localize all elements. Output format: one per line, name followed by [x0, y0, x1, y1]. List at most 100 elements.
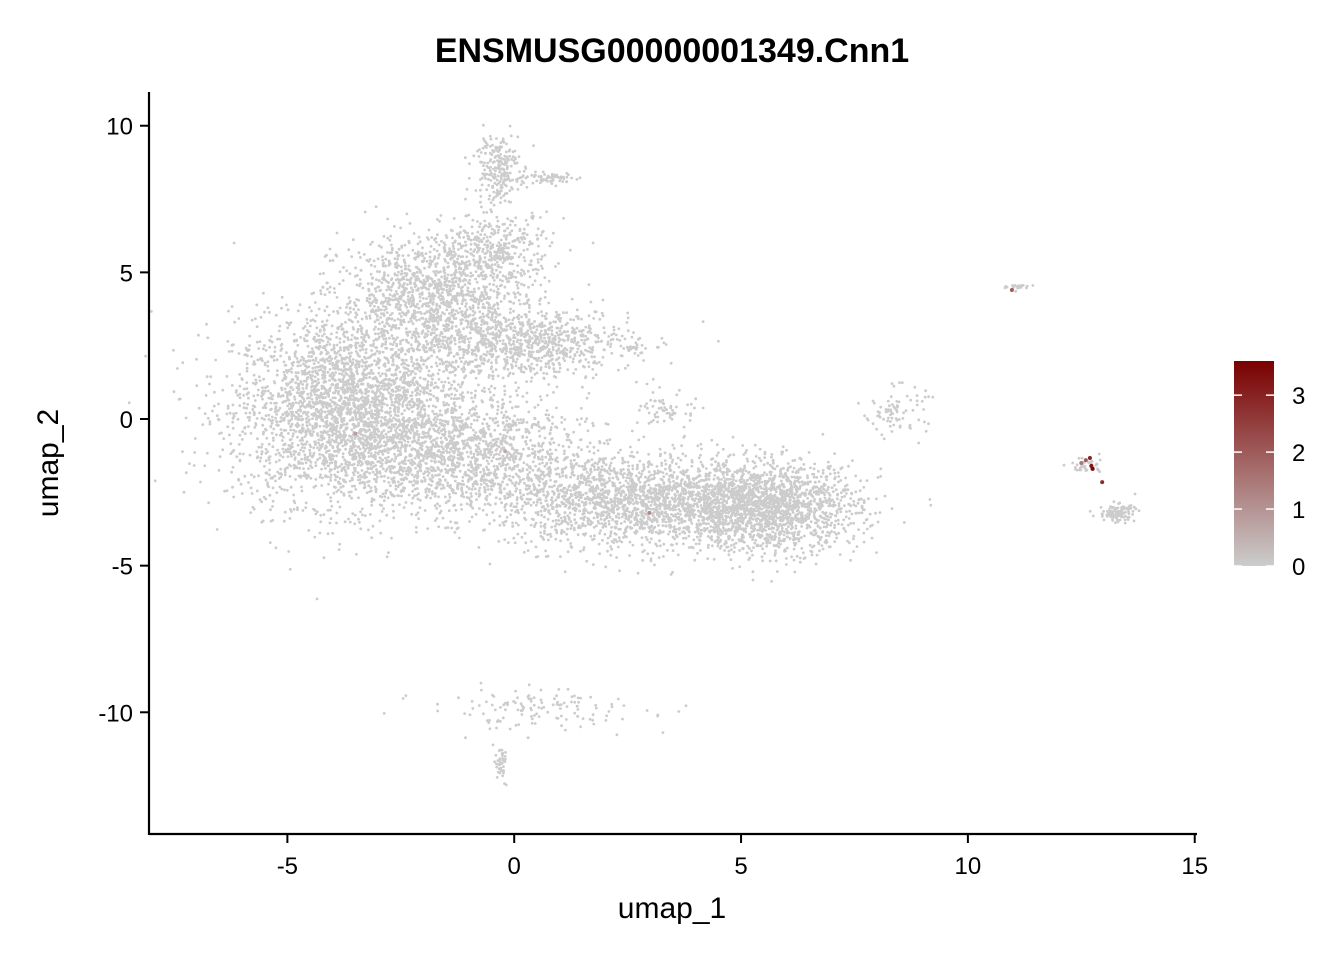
cell-point: [398, 312, 401, 316]
cell-point: [329, 411, 333, 414]
cell-point: [342, 266, 345, 269]
cell-point: [450, 310, 454, 314]
cell-point: [331, 531, 335, 535]
cell-point: [470, 391, 473, 395]
cell-point: [512, 269, 516, 273]
cell-point: [354, 315, 357, 319]
cell-point: [447, 301, 451, 304]
cell-point: [369, 489, 373, 493]
cell-point: [491, 377, 495, 381]
cell-point: [400, 412, 404, 416]
cell-point: [491, 325, 494, 329]
cell-point: [314, 484, 318, 488]
cell-point: [488, 303, 491, 307]
cell-point: [380, 416, 384, 419]
cell-point: [323, 293, 327, 296]
cell-point: [481, 312, 485, 316]
cell-point: [314, 345, 318, 349]
cell-point: [392, 403, 396, 407]
cell-point: [425, 399, 429, 402]
cell-point: [329, 373, 333, 376]
cell-point: [281, 455, 285, 459]
cell-point: [383, 377, 387, 381]
cell-point: [243, 432, 247, 436]
cell-point: [357, 360, 361, 364]
cell-point: [357, 478, 360, 482]
cell-point: [475, 280, 479, 284]
cell-point: [460, 274, 463, 277]
cell-point: [365, 299, 369, 302]
cell-point: [352, 373, 355, 377]
cell-point: [411, 364, 415, 368]
cell-point: [296, 360, 300, 364]
cell-point: [403, 409, 406, 412]
cell-point: [382, 261, 385, 265]
cell-point: [305, 424, 309, 427]
cell-point: [506, 217, 510, 221]
cell-point: [296, 418, 300, 422]
cell-point: [434, 381, 437, 385]
cell-point: [342, 349, 346, 352]
cell-point: [297, 451, 301, 455]
cell-point: [464, 240, 467, 244]
cell-point: [380, 281, 384, 284]
cell-point: [309, 460, 313, 464]
cell-point: [386, 251, 389, 254]
cell-point: [335, 336, 338, 339]
cell-point: [279, 349, 283, 352]
cell-point: [518, 302, 522, 306]
cell-point: [208, 382, 211, 386]
cell-point: [414, 284, 418, 287]
cell-point: [420, 316, 424, 320]
cell-point: [337, 413, 341, 417]
cell-point: [486, 239, 490, 243]
cell-point: [249, 511, 253, 514]
cell-point: [424, 386, 427, 390]
cell-point: [324, 380, 328, 384]
cell-point: [489, 201, 493, 205]
cell-point: [492, 203, 496, 207]
cell-point: [535, 233, 539, 237]
cell-point: [237, 352, 241, 355]
cell-point: [409, 372, 413, 376]
cell-point: [334, 253, 338, 257]
cell-point: [397, 300, 400, 304]
cell-point: [620, 334, 624, 338]
cell-point: [284, 399, 288, 403]
cell-point: [355, 392, 359, 395]
cell-point: [391, 390, 395, 393]
cell-point: [409, 343, 413, 347]
cell-point: [473, 290, 476, 294]
cell-point: [512, 333, 516, 337]
cell-point: [257, 375, 261, 379]
cell-point: [454, 317, 458, 320]
cell-point: [476, 326, 480, 329]
cell-point: [383, 334, 386, 337]
cell-point: [241, 430, 245, 434]
cell-point: [345, 423, 348, 426]
cell-point: [494, 315, 498, 319]
cell-point: [262, 392, 265, 396]
cell-point: [209, 375, 213, 379]
cell-point: [294, 415, 298, 419]
cell-point: [433, 272, 437, 276]
cell-point: [467, 259, 471, 263]
cell-point: [497, 255, 500, 259]
cell-point: [354, 341, 358, 345]
cell-point: [503, 242, 507, 246]
cell-point: [352, 380, 356, 383]
cell-point: [310, 432, 314, 436]
cell-point: [541, 267, 544, 270]
cell-point: [448, 284, 452, 288]
cell-point: [429, 332, 433, 335]
cell-point: [487, 387, 491, 391]
cell-point: [393, 452, 396, 456]
cell-point: [323, 365, 326, 369]
cell-point: [213, 390, 216, 394]
cell-point: [316, 446, 319, 450]
cell-point: [540, 255, 544, 258]
cell-point: [424, 252, 428, 256]
cell-point: [307, 396, 311, 399]
cell-point: [518, 421, 521, 425]
cell-point: [248, 418, 251, 422]
